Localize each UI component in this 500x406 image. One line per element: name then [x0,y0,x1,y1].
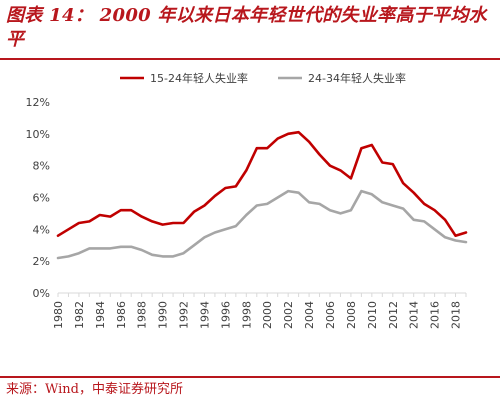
series-lines [56,130,468,260]
x-tick-label: 2018 [450,301,463,329]
x-tick-label: 1982 [73,301,86,329]
x-tick-label: 1994 [198,301,211,329]
x-tick-label: 1984 [94,301,107,329]
x-tick-label: 1988 [136,301,149,329]
x-tick-label: 1998 [240,301,253,329]
y-tick-label: 2% [33,255,50,268]
y-tick-label: 10% [26,128,50,141]
x-tick-label: 2014 [408,301,421,329]
legend-label: 24-34年轻人失业率 [308,71,406,85]
x-tick-label: 2006 [324,301,337,329]
legend: 15-24年轻人失业率 24-34年轻人失业率 [120,71,406,85]
y-tick-label: 0% [33,287,50,300]
y-axis: 0% 2% 4% 6% 8% 10% 12% [26,96,50,300]
x-tick-label: 2004 [303,301,316,329]
chart-title: 图表 14： 2000 年以来日本年轻世代的失业率高于平均水平 [6,5,487,50]
x-tick-label: 2010 [366,301,379,329]
y-tick-label: 4% [33,223,50,236]
x-tick-label: 2012 [387,301,400,329]
title-divider [0,58,500,60]
source-note: 来源：Wind，中泰证券研究所 [6,382,183,397]
y-tick-label: 6% [33,192,50,205]
x-tick-label: 1996 [219,301,232,329]
y-tick-label: 8% [33,160,50,173]
x-tick-label: 2008 [345,301,358,329]
series-line-24-34 [56,189,468,260]
x-tick-label: 2002 [282,301,295,329]
x-tick-label: 2016 [429,301,442,329]
footer-divider [0,376,500,378]
y-tick-label: 12% [26,96,50,109]
x-tick-label: 1986 [115,301,128,329]
x-tick-label: 1980 [52,301,65,329]
legend-label: 15-24年轻人失业率 [150,71,248,85]
x-axis: 1980 1982 1984 1986 1988 1990 1992 1994 1996 1998… [52,292,467,329]
x-tick-label: 2000 [261,301,274,329]
x-tick-label: 1992 [178,301,191,329]
series-line-15-24 [56,130,468,237]
x-tick-label: 1990 [157,301,170,329]
